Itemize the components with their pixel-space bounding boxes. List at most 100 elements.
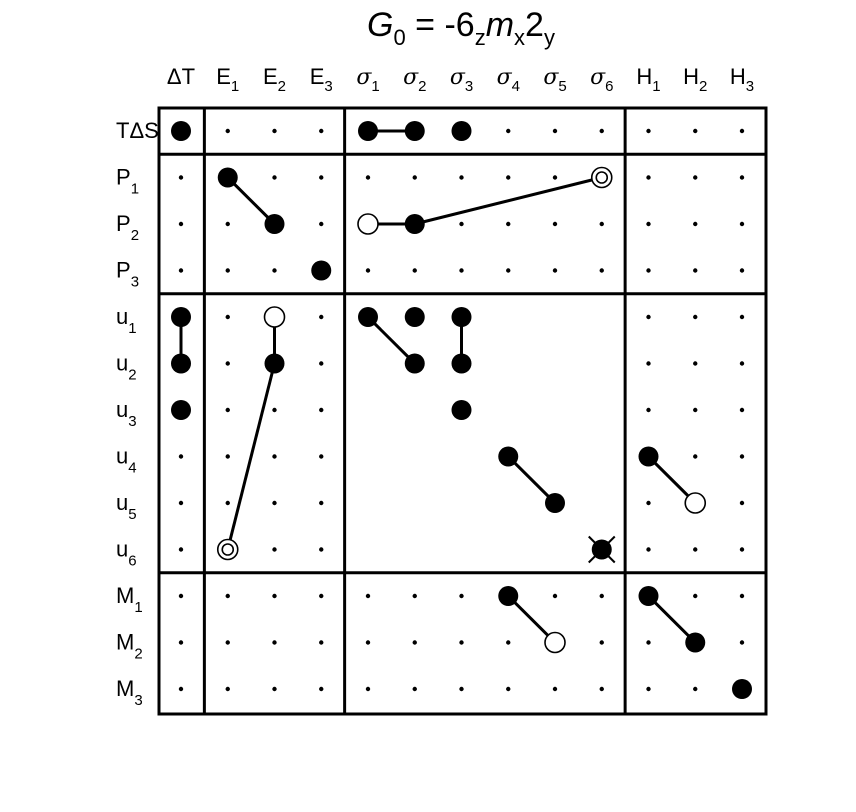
filled-marker	[171, 121, 191, 141]
row-label-u4: u4	[116, 444, 137, 477]
cell-dot	[178, 221, 184, 227]
row-label-M3: M3	[116, 676, 143, 709]
cell-dot	[693, 128, 698, 134]
cell-dot	[365, 686, 371, 692]
cell-dot	[646, 407, 651, 413]
cell-dot	[319, 221, 324, 227]
cell-dot	[178, 686, 184, 692]
cell-dot	[319, 547, 324, 552]
cell-dot	[225, 454, 230, 459]
cell-dot	[319, 500, 324, 506]
cell-dot	[272, 547, 277, 552]
filled-marker	[732, 679, 752, 699]
cell-dot	[552, 175, 558, 180]
cell-dot	[506, 221, 511, 227]
diagram-title: G0 = -6zmx2y	[367, 6, 555, 50]
connection-line	[226, 176, 276, 226]
cell-dot	[178, 268, 184, 273]
column-label-H1: H1	[636, 64, 660, 95]
open-marker	[263, 306, 286, 328]
column-label-s1: σ1	[356, 65, 379, 95]
row-label-M2: M2	[116, 630, 143, 663]
title-m: m	[486, 6, 514, 44]
cell-dot	[739, 268, 745, 273]
cell-dot	[272, 407, 277, 413]
cell-dot	[599, 686, 604, 692]
cell-dot	[365, 640, 371, 645]
filled-marker	[638, 586, 659, 606]
double-ring-marker	[590, 166, 613, 189]
crossed-marker	[588, 535, 616, 564]
cell-dot	[225, 361, 230, 366]
cell-dot	[646, 128, 651, 134]
cell-dot	[693, 547, 698, 552]
filled-marker	[451, 121, 472, 141]
filled-marker	[451, 307, 472, 327]
cell-dot	[646, 314, 651, 320]
title-two: 2	[525, 6, 544, 44]
cell-dot	[646, 547, 651, 552]
cell-dot	[646, 500, 651, 506]
cell-dot	[319, 640, 324, 645]
cell-dot	[459, 221, 464, 227]
cell-dot	[739, 547, 745, 552]
cell-dot	[599, 640, 604, 645]
filled-marker	[404, 214, 425, 234]
cell-dot	[599, 268, 604, 273]
cell-dot	[599, 128, 604, 134]
cell-dot	[506, 128, 511, 134]
title-mid: = -6	[406, 6, 475, 44]
cell-dot	[599, 593, 604, 599]
double-ring-marker	[216, 538, 239, 561]
column-label-s4: σ4	[497, 65, 520, 95]
filled-marker	[404, 307, 425, 327]
row-label-P2: P2	[116, 211, 139, 244]
connection-line	[647, 594, 697, 644]
cell-dot	[739, 314, 745, 320]
row-label-u1: u1	[116, 304, 137, 337]
cell-dot	[693, 407, 698, 413]
filled-marker	[638, 446, 659, 467]
cell-dot	[178, 547, 184, 552]
connection-lines	[179, 129, 697, 644]
filled-marker	[171, 400, 191, 420]
cell-dot	[646, 221, 651, 227]
cell-dot	[646, 686, 651, 692]
title-sub-z: z	[475, 25, 486, 50]
column-labels: ΔT E1 E2 E3 σ1 σ2 σ3 σ4 σ5 σ6 H1 H2 H3	[167, 64, 754, 95]
column-label-s3: σ3	[450, 65, 473, 95]
cell-dot	[739, 175, 745, 180]
column-label-E3: E3	[310, 64, 333, 95]
row-label-u5: u5	[116, 490, 137, 523]
cell-dot	[693, 268, 698, 273]
cell-dot	[319, 128, 324, 134]
cell-dot	[646, 640, 651, 645]
cell-dot	[225, 500, 230, 506]
cell-dot	[272, 500, 277, 506]
cell-dot	[272, 268, 277, 273]
cell-dot	[412, 640, 417, 645]
connection-line	[226, 363, 276, 550]
filled-marker	[498, 446, 519, 467]
connection-line	[507, 594, 557, 644]
cell-dot	[506, 686, 511, 692]
open-marker	[684, 492, 707, 514]
cell-dot	[739, 221, 745, 227]
column-label-H2: H2	[683, 64, 707, 95]
cell-dot	[459, 640, 464, 645]
column-label-s5: σ5	[543, 65, 566, 95]
filled-marker	[685, 632, 706, 653]
filled-marker	[171, 307, 191, 327]
cell-dot	[646, 361, 651, 366]
cell-dot	[225, 593, 230, 599]
cell-dot	[412, 593, 417, 599]
cell-dot	[693, 454, 698, 459]
row-label-u2: u2	[116, 351, 137, 384]
outer-frame	[157, 106, 768, 716]
filled-marker	[451, 353, 472, 374]
filled-marker	[545, 493, 565, 513]
row-label-TdS: TΔS	[116, 118, 159, 143]
open-marker	[357, 213, 379, 235]
cell-dot	[365, 268, 371, 273]
cell-dot	[225, 128, 230, 134]
